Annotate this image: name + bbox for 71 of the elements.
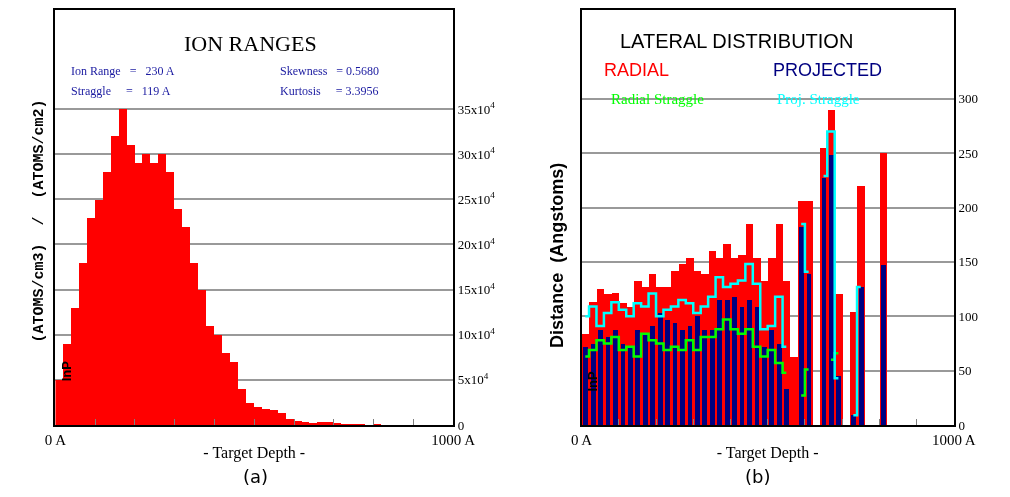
- y-axis-title: (ATOMS/cm3) / (ATOMS/cm2): [30, 99, 48, 343]
- bar: [657, 312, 663, 425]
- x-axis-title: - Target Depth -: [203, 444, 306, 463]
- annotation: InP: [584, 371, 600, 392]
- text: (b): [745, 466, 771, 487]
- y-tick-label: 0: [457, 417, 465, 433]
- text: PROJECTED: [773, 60, 883, 80]
- y-tick-label: 10x10$^{4}$: [457, 325, 496, 343]
- bar: [687, 325, 692, 425]
- text: ION RANGES: [184, 31, 317, 56]
- bar: [858, 286, 864, 425]
- bar: [694, 315, 700, 425]
- bar: [850, 414, 856, 425]
- bar: [746, 299, 752, 425]
- bar: [620, 343, 625, 425]
- bar: [605, 336, 610, 425]
- y-tick-label: 30x10$^{4}$: [457, 145, 496, 162]
- text: Radial Straggle: [611, 91, 705, 107]
- bar: [754, 306, 759, 425]
- bar: [806, 273, 811, 425]
- y-tick-label: 150: [958, 254, 978, 270]
- bar: [612, 329, 618, 425]
- bar: [739, 306, 744, 425]
- bar: [783, 388, 789, 425]
- bar: [724, 299, 730, 425]
- y-axis-title: Distance (Angstoms): [547, 162, 568, 348]
- y-tick-label: 25x10$^{4}$: [457, 190, 496, 207]
- bar: [798, 226, 804, 425]
- bar: [634, 329, 640, 425]
- y-tick-label: 0: [958, 417, 965, 433]
- bar: [716, 299, 722, 425]
- bar: [821, 177, 826, 425]
- y-tick-label: 15x10$^{4}$: [457, 280, 496, 298]
- bar: [627, 346, 633, 425]
- bar: [761, 346, 767, 425]
- text: Proj. Straggle: [777, 91, 860, 107]
- annotation: InP: [59, 360, 75, 382]
- bar: [679, 329, 685, 425]
- y-tick-label: 35x10$^{4}$: [457, 100, 496, 117]
- annotation: Kurtosis = 3.3956: [280, 84, 379, 98]
- bar: [880, 264, 886, 425]
- x-tick-label: 1000 A: [931, 431, 976, 448]
- bar: [731, 296, 737, 425]
- annotation: Ion Range = 230 A: [71, 64, 175, 78]
- annotation: Straggle = 119 A: [71, 84, 171, 98]
- y-tick-label: 5x10$^{4}$: [457, 370, 489, 388]
- y-tick-label: 20x10$^{4}$: [457, 235, 496, 252]
- y-tick-label: 300: [958, 91, 978, 107]
- bar: [672, 322, 677, 425]
- annotation: Skewness = 0.5680: [280, 64, 380, 78]
- y-tick-label: 100: [958, 308, 978, 324]
- bar: [597, 329, 603, 425]
- y-tick-label: 250: [958, 145, 978, 161]
- bar: [649, 325, 655, 425]
- x-tick-label: 0 A: [570, 431, 593, 448]
- x-tick-label: 1000 A: [431, 431, 476, 448]
- x-tick-label: 0 A: [44, 431, 67, 448]
- bar: [709, 329, 715, 425]
- text: (a): [243, 466, 269, 487]
- bar: [642, 333, 648, 425]
- y-tick-label: 200: [958, 200, 978, 216]
- bar: [768, 329, 774, 425]
- text: LATERAL DISTRIBUTION: [620, 30, 854, 52]
- bar: [664, 319, 670, 425]
- bar: [835, 375, 841, 425]
- x-axis-title: - Target Depth -: [716, 444, 819, 463]
- bar: [582, 346, 588, 425]
- bar: [776, 343, 782, 425]
- y-tick-label: 50: [958, 363, 972, 379]
- text: RADIAL: [604, 60, 670, 80]
- bar: [701, 329, 707, 425]
